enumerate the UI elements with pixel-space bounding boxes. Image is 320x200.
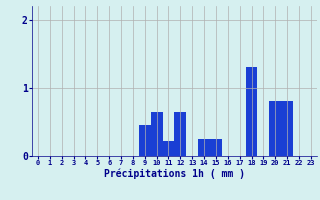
Bar [163,141,174,156]
Bar [198,139,210,156]
Bar [269,101,281,156]
Bar [139,125,151,156]
Bar [281,101,293,156]
X-axis label: Précipitations 1h ( mm ): Précipitations 1h ( mm ) [104,169,245,179]
Bar [151,112,163,156]
Bar [246,67,258,156]
Bar [210,139,222,156]
Bar [174,112,186,156]
